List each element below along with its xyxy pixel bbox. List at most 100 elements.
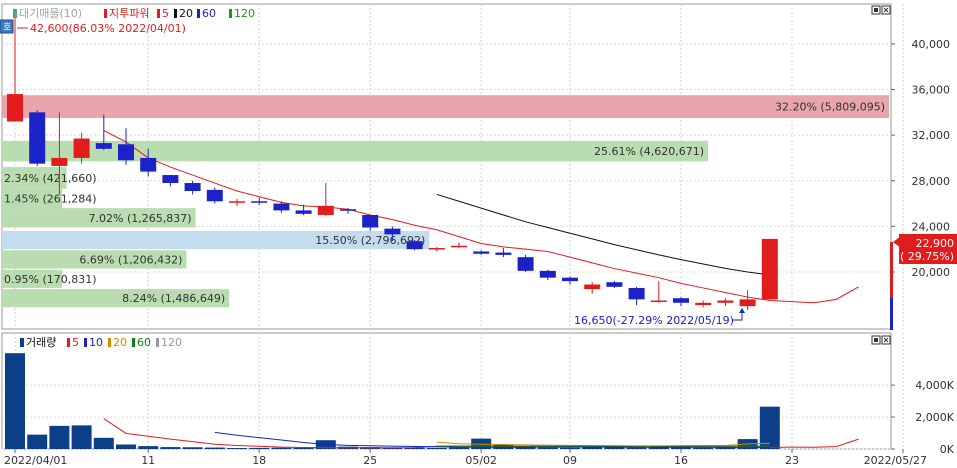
current-price-axis-bar-up: [890, 242, 893, 298]
volume-bar[interactable]: [560, 447, 580, 449]
volume-bar[interactable]: [160, 447, 181, 449]
volume-bar[interactable]: [27, 434, 48, 449]
settings-icon[interactable]: [0, 19, 14, 34]
volume-legend-ma-5: 5: [72, 336, 79, 349]
volume-bar[interactable]: [537, 447, 558, 449]
candle-body[interactable]: [7, 94, 23, 122]
candle-body[interactable]: [95, 143, 112, 149]
candle-body[interactable]: [206, 189, 223, 202]
volume-moving-averages: [103, 418, 859, 449]
candle-body[interactable]: [428, 248, 445, 250]
volume-bar[interactable]: [648, 446, 669, 449]
candle-body[interactable]: [229, 201, 245, 203]
candle-body[interactable]: [140, 157, 157, 172]
volume-bar[interactable]: [293, 447, 314, 449]
low-annotation-arrow: [739, 308, 745, 313]
candle-body[interactable]: [562, 277, 578, 282]
supply-zone-label: 15.50% (2,796,692): [315, 234, 425, 247]
volume-bar[interactable]: [604, 447, 625, 449]
candle-body[interactable]: [118, 144, 134, 161]
volume-bar[interactable]: [93, 437, 114, 449]
candle-body[interactable]: [317, 205, 334, 215]
volume-bar[interactable]: [182, 447, 203, 449]
candle-body[interactable]: [51, 157, 68, 166]
volume-bar[interactable]: [693, 447, 714, 449]
panel-maximize-icon-inner: [874, 8, 878, 12]
supply-zone-band: [2, 250, 187, 269]
volume-panel-close-icon-x: [883, 337, 889, 343]
candle-body[interactable]: [761, 238, 778, 300]
legend-swatch-vma10: [84, 338, 87, 347]
volume-axis-label: 2,000K: [915, 411, 954, 424]
legend-type-label: 대기매물(10): [19, 7, 82, 20]
volume-panel-controls[interactable]: [871, 335, 891, 345]
candle-body[interactable]: [517, 257, 534, 271]
legend-swatch-ma120: [229, 9, 232, 18]
volume-bar[interactable]: [227, 448, 247, 449]
candle-body[interactable]: [584, 284, 601, 290]
volume-bar[interactable]: [5, 353, 25, 449]
candle-body[interactable]: [539, 270, 556, 278]
candle-body[interactable]: [495, 252, 512, 255]
volume-bar[interactable]: [271, 447, 292, 449]
candle-body[interactable]: [384, 228, 401, 235]
volume-bar[interactable]: [426, 447, 447, 449]
date-axis-label: 23: [785, 454, 799, 467]
candle-body[interactable]: [340, 209, 356, 211]
candle-body[interactable]: [295, 210, 312, 214]
supply-zone-band: [2, 167, 67, 189]
candle-body[interactable]: [451, 245, 467, 248]
candle-body[interactable]: [29, 112, 46, 164]
candle-body[interactable]: [673, 298, 689, 303]
candle-body[interactable]: [650, 300, 667, 302]
panel-close-icon-x: [883, 7, 889, 13]
candle-body[interactable]: [251, 201, 268, 203]
volume-bar[interactable]: [71, 425, 92, 449]
candle-body[interactable]: [162, 175, 179, 184]
volume-bar[interactable]: [671, 446, 691, 449]
current-price-change: ( 29.75%): [900, 250, 954, 263]
supply-zone-label: 25.61% (4,620,671): [594, 145, 704, 158]
supply-zone-label: 1.45% (261,284): [4, 192, 97, 205]
volume-bar[interactable]: [715, 447, 736, 449]
current-price-box: [899, 234, 957, 264]
candlesticks[interactable]: [7, 14, 778, 311]
supply-zone-label: 2.34% (421,660): [4, 172, 97, 185]
candle-body[interactable]: [739, 299, 756, 307]
volume-bar[interactable]: [582, 447, 603, 449]
candle-body[interactable]: [695, 302, 712, 306]
date-axis-label: 18: [252, 454, 266, 467]
candle-body[interactable]: [473, 251, 490, 254]
candle-body[interactable]: [362, 214, 379, 228]
supply-zone-label: 6.69% (1,206,432): [79, 253, 182, 266]
legend-ma-120: 120: [234, 7, 255, 20]
volume-bar[interactable]: [515, 446, 536, 449]
candle-body[interactable]: [606, 282, 623, 287]
legend-swatch-vma120: [156, 338, 159, 347]
candle-body[interactable]: [73, 138, 90, 158]
volume-bar[interactable]: [116, 444, 136, 449]
volume-bar[interactable]: [449, 447, 469, 449]
price-ma-line-5: [103, 130, 859, 304]
candle-body[interactable]: [273, 203, 290, 211]
price-panel-controls[interactable]: [871, 5, 891, 15]
candle-body[interactable]: [717, 300, 734, 303]
supply-zone-band: [2, 95, 889, 119]
volume-bar[interactable]: [626, 447, 647, 449]
volume-bar[interactable]: [759, 406, 780, 449]
volume-panel-maximize-icon-inner: [874, 338, 878, 342]
candle-body[interactable]: [406, 241, 423, 250]
price-axis-label: 40,000: [912, 38, 951, 51]
date-axis-label: 05/02: [465, 454, 497, 467]
candle-body[interactable]: [628, 287, 645, 300]
candle-body[interactable]: [184, 183, 201, 192]
supply-zone-label: 0.95% (170,831): [4, 273, 97, 286]
volume-bar[interactable]: [204, 447, 225, 449]
volume-bar[interactable]: [404, 447, 425, 449]
volume-legend: 거래량 5 10 20 60 120: [20, 336, 182, 349]
current-price-marker: 22,900 ( 29.75%): [890, 234, 957, 330]
volume-bar[interactable]: [49, 425, 70, 449]
volume-bar[interactable]: [249, 447, 270, 449]
volume-bar[interactable]: [138, 446, 159, 449]
